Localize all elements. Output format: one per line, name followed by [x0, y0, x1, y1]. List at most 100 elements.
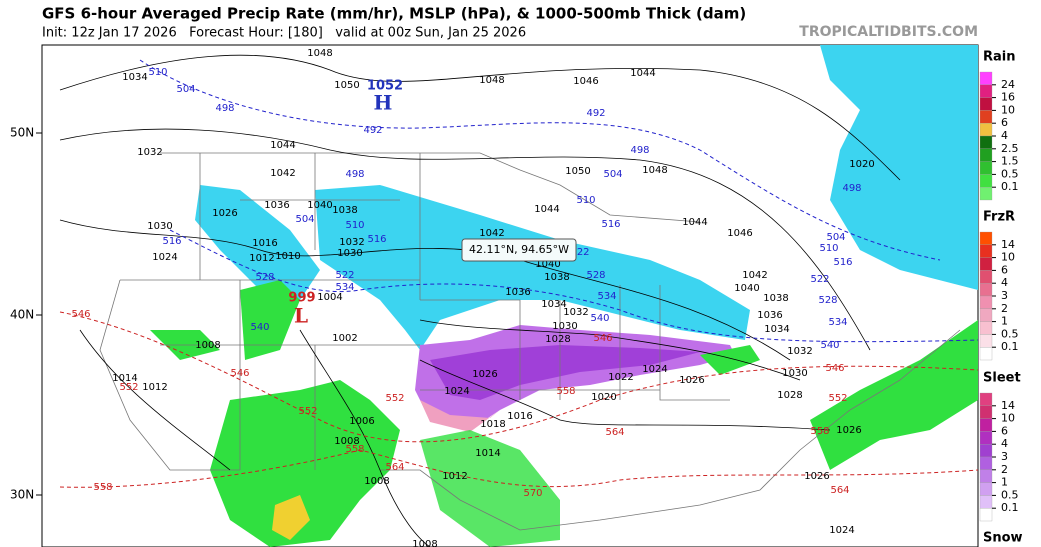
- thickness-label: 564: [830, 485, 849, 496]
- isobar-label: 1050: [565, 166, 590, 177]
- legend-swatch: [979, 283, 993, 297]
- thickness-label: 516: [162, 236, 181, 247]
- legend-tick-label: 2.5: [1001, 142, 1019, 155]
- thickness-label: 564: [605, 427, 624, 438]
- legend: Rain241610642.51.50.50.1FrzR1410643210.5…: [979, 50, 1023, 546]
- legend-tick-label: 4: [1001, 129, 1008, 142]
- thickness-label: 528: [255, 272, 274, 283]
- legend-swatch: [979, 71, 993, 85]
- thickness-label: 522: [570, 247, 589, 258]
- legend-tick-label: 1: [1001, 315, 1008, 328]
- legend-swatch: [979, 148, 993, 162]
- tooltip: 42.11°N, 94.65°W: [469, 243, 569, 256]
- legend-title: Snow: [983, 531, 1023, 546]
- isobar-label: 1044: [534, 204, 559, 215]
- isobar-label: 1012: [249, 253, 274, 264]
- isobar-label: 1044: [682, 217, 707, 228]
- isobar-label: 1028: [777, 390, 802, 401]
- thickness-label: 528: [586, 270, 605, 281]
- isobar-label: 1048: [307, 48, 332, 59]
- legend-swatch: [979, 187, 993, 201]
- thickness-label: 522: [335, 270, 354, 281]
- thickness-label: 510: [819, 243, 838, 254]
- lat-label: 40N: [10, 308, 34, 322]
- legend-tick-label: 10: [1001, 251, 1015, 264]
- thickness-label: 558: [556, 386, 575, 397]
- isobar-label: 1026: [212, 208, 237, 219]
- legend-swatch: [979, 444, 993, 458]
- isobar-label: 1048: [479, 75, 504, 86]
- thickness-label: 504: [603, 169, 622, 180]
- isobar-label: 1038: [763, 293, 788, 304]
- legend-tick-label: 14: [1001, 238, 1015, 251]
- lat-label: 50N: [10, 126, 34, 140]
- isobar-label: 1008: [412, 539, 437, 547]
- thickness-label: 516: [833, 257, 852, 268]
- legend-tick-label: 0.5: [1001, 327, 1019, 340]
- thickness-label: 504: [176, 84, 195, 95]
- isobar-label: 1026: [472, 369, 497, 380]
- legend-swatch: [979, 334, 993, 348]
- isobar-label: 1042: [270, 168, 295, 179]
- thickness-label: 558: [345, 444, 364, 455]
- high-value: 1052: [367, 79, 403, 94]
- isobars: [59, 54, 901, 547]
- title: GFS 6-hour Averaged Precip Rate (mm/hr),…: [42, 5, 746, 23]
- low-value: 999: [288, 291, 315, 306]
- legend-swatch: [979, 392, 993, 406]
- low-label: L: [294, 304, 308, 328]
- legend-tick-label: 6: [1001, 424, 1008, 437]
- isobar-label: 1034: [541, 299, 566, 310]
- map: [41, 44, 979, 547]
- legend-tick-label: 0.5: [1001, 488, 1019, 501]
- thickness-label: 552: [385, 393, 404, 404]
- thickness-label: 540: [250, 322, 269, 333]
- thickness-label: 510: [345, 220, 364, 231]
- isobar-label: 1020: [591, 392, 616, 403]
- legend-swatch: [979, 97, 993, 111]
- legend-swatch: [979, 418, 993, 432]
- isobar-label: 1046: [727, 228, 752, 239]
- isobar-label: 1044: [630, 68, 655, 79]
- isobar-label: 1030: [147, 221, 172, 232]
- thickness-lines: [59, 59, 979, 488]
- thickness-label: 552: [119, 382, 138, 393]
- thickness-label: 504: [826, 232, 845, 243]
- isobar-label: 1024: [829, 525, 854, 536]
- legend-tick-label: 24: [1001, 78, 1015, 91]
- isobar-label: 1006: [349, 416, 374, 427]
- isobar-label: 1036: [264, 200, 289, 211]
- isobar-label: 1036: [757, 310, 782, 321]
- isobar-label: 1034: [122, 72, 147, 83]
- thickness-label: 540: [820, 340, 839, 351]
- legend-swatch: [979, 308, 993, 322]
- isobar-label: 1030: [782, 368, 807, 379]
- legend-swatch: [979, 295, 993, 309]
- legend-tick-label: 3: [1001, 289, 1008, 302]
- legend-tick-label: 0.5: [1001, 167, 1019, 180]
- thickness-label: 552: [828, 393, 847, 404]
- thickness-label: 558: [810, 426, 829, 437]
- tooltip-box: [461, 238, 577, 262]
- isobar-label: 1042: [479, 228, 504, 239]
- isobar-label: 1004: [317, 292, 342, 303]
- legend-swatch: [979, 244, 993, 258]
- legend-tick-label: 0.1: [1001, 501, 1019, 514]
- legend-swatch: [979, 231, 993, 245]
- thickness-label: 534: [597, 291, 616, 302]
- legend-tick-label: 16: [1001, 91, 1015, 104]
- legend-swatch: [979, 431, 993, 445]
- isobar-label: 1040: [307, 200, 332, 211]
- isobar-label: 1022: [608, 372, 633, 383]
- thickness-label: 552: [298, 406, 317, 417]
- isobar-label: 1034: [764, 324, 789, 335]
- legend-swatch: [979, 456, 993, 470]
- legend-tick-label: 4: [1001, 276, 1008, 289]
- isobar-label: 1026: [804, 471, 829, 482]
- isobar-label: 1032: [137, 147, 162, 158]
- thickness-label: 492: [586, 108, 605, 119]
- legend-swatch: [979, 270, 993, 284]
- thickness-label: 546: [230, 368, 249, 379]
- isobar-label: 1042: [742, 270, 767, 281]
